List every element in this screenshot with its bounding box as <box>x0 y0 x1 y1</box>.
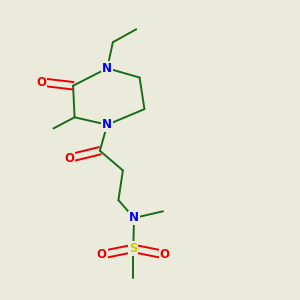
Text: N: N <box>129 212 139 224</box>
Text: O: O <box>36 76 46 88</box>
Text: O: O <box>160 248 170 261</box>
Text: S: S <box>129 242 137 255</box>
Text: N: N <box>102 62 112 75</box>
Text: O: O <box>64 152 74 165</box>
Text: O: O <box>97 248 107 261</box>
Text: N: N <box>102 118 112 131</box>
